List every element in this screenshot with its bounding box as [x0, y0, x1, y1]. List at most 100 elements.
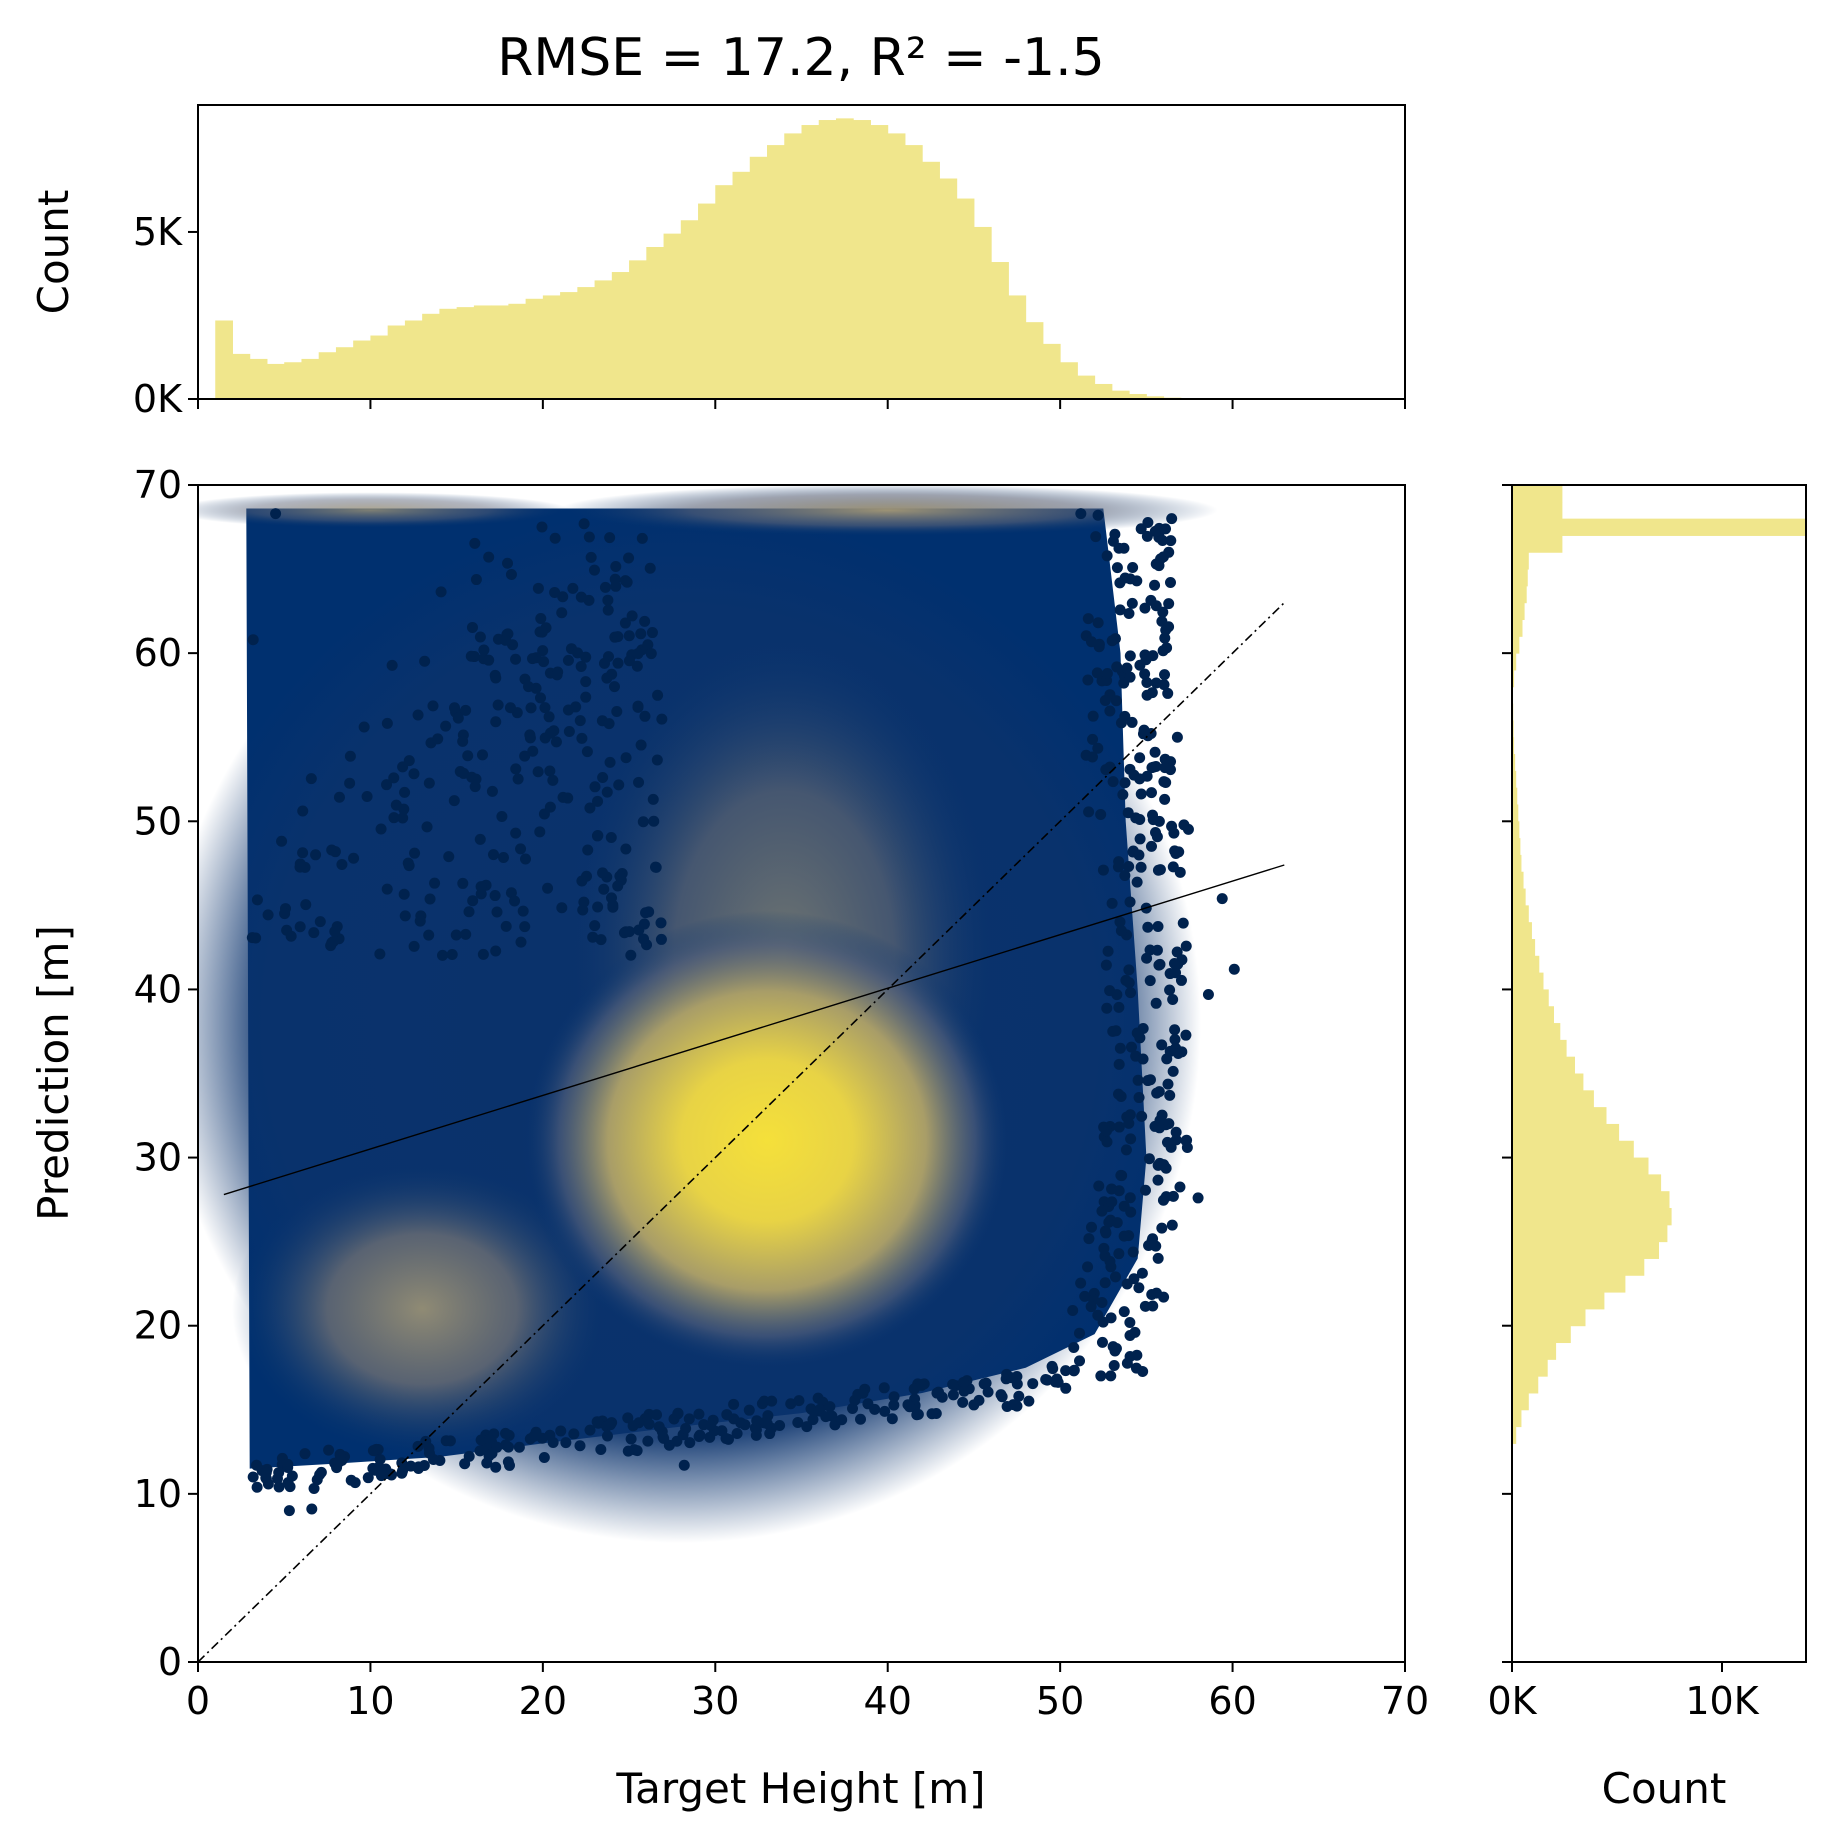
- scatter-point: [1174, 1182, 1185, 1193]
- scatter-point: [539, 1452, 550, 1463]
- scatter-point: [556, 607, 567, 618]
- scatter-point: [574, 1440, 585, 1451]
- scatter-point: [1087, 751, 1098, 762]
- scatter-point: [440, 721, 451, 732]
- scatter-point: [693, 1409, 704, 1420]
- scatter-point: [624, 926, 635, 937]
- right-hist-bar: [1512, 636, 1519, 653]
- scatter-point: [1152, 1175, 1163, 1186]
- scatter-point: [1086, 1222, 1097, 1233]
- scatter-point: [909, 1383, 920, 1394]
- scatter-point: [744, 1405, 755, 1416]
- scatter-point: [612, 881, 623, 892]
- scatter-point: [514, 1442, 525, 1453]
- right-hist-bar: [1512, 872, 1524, 889]
- scatter-point: [464, 906, 475, 917]
- scatter-point: [612, 631, 623, 642]
- scatter-point: [1182, 1142, 1193, 1153]
- outlier-point: [1203, 989, 1214, 1000]
- scatter-point: [493, 700, 504, 711]
- scatter-point: [498, 852, 509, 863]
- scatter-point: [610, 581, 621, 592]
- outlier-point: [1172, 732, 1183, 743]
- scatter-point: [1082, 1261, 1093, 1272]
- scatter-point: [1165, 968, 1176, 979]
- right-hist-bar: [1512, 989, 1549, 1006]
- scatter-point: [636, 740, 647, 751]
- right-hist-bar: [1512, 939, 1535, 956]
- main-xtick-label: 20: [519, 1679, 567, 1723]
- scatter-point: [632, 661, 643, 672]
- scatter-point: [457, 878, 468, 889]
- scatter-point: [1127, 598, 1138, 609]
- right-hist-bar: [1512, 1040, 1567, 1057]
- scatter-point: [542, 883, 553, 894]
- scatter-point: [642, 1436, 653, 1447]
- scatter-point: [1150, 526, 1161, 537]
- scatter-point: [1086, 636, 1097, 647]
- top-hist-bar: [577, 287, 595, 399]
- scatter-point: [400, 910, 411, 921]
- scatter-point: [579, 518, 590, 529]
- outlier-point: [270, 508, 281, 519]
- scatter-point: [534, 826, 545, 837]
- scatter-point: [597, 867, 608, 878]
- scatter-point: [605, 757, 616, 768]
- scatter-point: [1138, 1054, 1149, 1065]
- scatter-point: [1160, 754, 1171, 765]
- scatter-point: [422, 821, 433, 832]
- top-hist-bar: [388, 326, 406, 400]
- main-ytick-label: 60: [134, 631, 182, 675]
- scatter-point: [544, 765, 555, 776]
- outlier-point: [1193, 1192, 1204, 1203]
- scatter-point: [948, 1389, 959, 1400]
- top-hist-bar: [439, 309, 457, 399]
- outlier-point: [679, 1460, 690, 1471]
- scatter-point: [582, 746, 593, 757]
- scatter-point: [496, 811, 507, 822]
- scatter-point: [1106, 1196, 1117, 1207]
- top-hist-bar: [612, 272, 630, 399]
- main-xtick-label: 30: [691, 1679, 739, 1723]
- scatter-point: [1075, 1278, 1086, 1289]
- scatter-point: [1115, 1170, 1126, 1181]
- scatter-point: [1137, 1268, 1148, 1279]
- top-hist-bar: [767, 145, 785, 399]
- scatter-point: [656, 934, 667, 945]
- scatter-point: [1135, 833, 1146, 844]
- scatter-point: [1173, 846, 1184, 857]
- scatter-point: [633, 701, 644, 712]
- top-hist-bar: [1060, 362, 1078, 399]
- scatter-point: [387, 660, 398, 671]
- scatter-point: [582, 845, 593, 856]
- scatter-point: [1120, 573, 1131, 584]
- top-hist-bar: [888, 133, 906, 399]
- scatter-point: [1114, 1122, 1125, 1133]
- scatter-point: [589, 781, 600, 792]
- scatter-point: [359, 721, 370, 732]
- scatter-point: [1124, 764, 1135, 775]
- scatter-point: [519, 751, 530, 762]
- top-hist-ytick-label: 0K: [133, 377, 183, 421]
- right-hist-bar: [1512, 1343, 1556, 1360]
- scatter-point: [260, 1473, 271, 1484]
- main-ytick-label: 30: [134, 1136, 182, 1180]
- scatter-point: [425, 893, 436, 904]
- scatter-point: [1008, 1399, 1019, 1410]
- scatter-point: [1100, 1277, 1111, 1288]
- scatter-point: [654, 1421, 665, 1432]
- scatter-point: [1133, 850, 1144, 861]
- top-hist-bar: [353, 341, 371, 399]
- scatter-point: [592, 901, 603, 912]
- outlier-point: [1229, 964, 1240, 975]
- scatter-point: [648, 816, 659, 827]
- right-hist-bar: [1512, 1326, 1571, 1343]
- scatter-point: [1067, 1305, 1078, 1316]
- scatter-point: [1160, 523, 1171, 534]
- scatter-point: [1109, 1360, 1120, 1371]
- scatter-point: [609, 681, 620, 692]
- scatter-point: [1147, 650, 1158, 661]
- scatter-point: [1145, 1074, 1156, 1085]
- scatter-point: [315, 916, 326, 927]
- top-hist-bar: [370, 336, 388, 399]
